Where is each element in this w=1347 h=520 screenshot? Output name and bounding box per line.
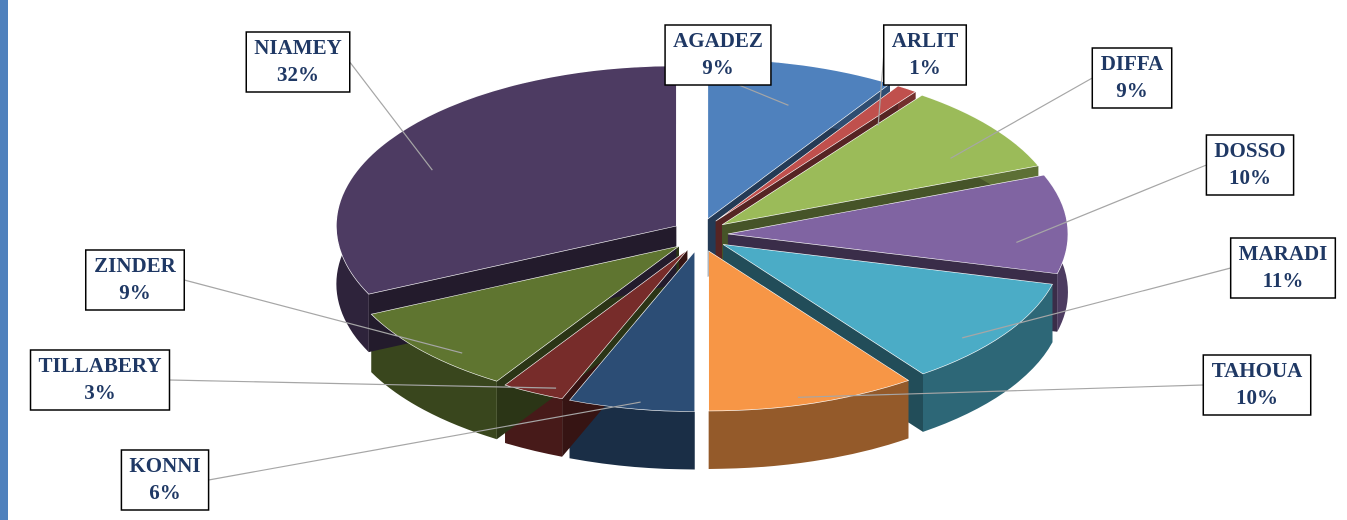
category-label: ZINDER (94, 253, 177, 277)
leader-line (169, 379, 557, 389)
category-label: AGADEZ (673, 28, 763, 52)
value-label: 10% (1229, 165, 1271, 189)
leader-line (1016, 164, 1207, 243)
label-box (1205, 134, 1295, 196)
category-label: KONNI (129, 453, 200, 477)
slice (504, 249, 688, 400)
category-label: ARLIT (892, 28, 959, 52)
label-box (1202, 354, 1312, 416)
value-label: 11% (1263, 268, 1304, 292)
leader-line (950, 77, 1093, 159)
slice-rim (371, 314, 497, 440)
page-edge (0, 0, 8, 520)
slice-rim (569, 400, 695, 470)
category-label: NIAMEY (254, 35, 342, 59)
leader-line (349, 61, 433, 171)
slice (708, 250, 910, 412)
category-label: DOSSO (1214, 138, 1285, 162)
category-label: DIFFA (1101, 51, 1164, 75)
label-box (120, 449, 210, 511)
category-label: TILLABERY (39, 353, 162, 377)
label-box (29, 349, 171, 411)
slice (569, 250, 696, 412)
label-box (1229, 237, 1337, 299)
label-box (1091, 47, 1173, 109)
tops (336, 58, 1069, 412)
category-label: MARADI (1239, 241, 1328, 265)
label-box (882, 24, 968, 86)
label-box (84, 249, 186, 311)
leader-line (208, 401, 641, 481)
slice-rim (923, 284, 1053, 432)
label-box (245, 31, 351, 93)
leader-line (797, 384, 1204, 398)
slice-rim (708, 380, 909, 469)
labels: AGADEZ 9% ARLIT 1% DIFFA 9% DOSSO 10% MARADI 11% T… (29, 24, 1337, 511)
slice (336, 65, 677, 295)
value-label: 3% (84, 380, 116, 404)
label-box (664, 24, 772, 86)
value-label: 10% (1236, 385, 1278, 409)
leader-line (184, 279, 463, 354)
value-label: 9% (119, 280, 151, 304)
value-label: 32% (277, 62, 319, 86)
slice (722, 244, 1053, 375)
slice (721, 94, 1039, 225)
slice (727, 174, 1069, 275)
value-label: 9% (702, 55, 734, 79)
leader-line (877, 54, 885, 126)
value-label: 1% (909, 55, 941, 79)
value-label: 9% (1116, 78, 1148, 102)
value-label: 6% (149, 480, 181, 504)
slice (370, 245, 680, 382)
slice (715, 85, 917, 222)
leader-line (962, 267, 1231, 339)
category-label: TAHOUA (1212, 358, 1303, 382)
